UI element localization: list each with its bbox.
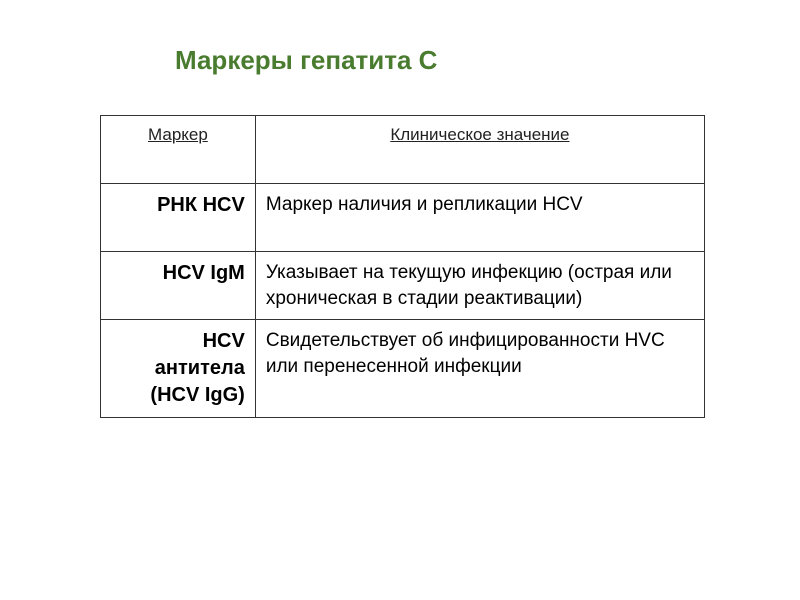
marker-cell: HCV IgM — [101, 252, 256, 320]
marker-cell: HCV антитела (HCV IgG) — [101, 320, 256, 418]
meaning-cell: Свидетельствует об инфицированности HVC … — [255, 320, 704, 418]
meaning-cell: Маркер наличия и репликации HCV — [255, 184, 704, 252]
meaning-cell: Указывает на текущую инфекцию (острая ил… — [255, 252, 704, 320]
table-row: HCV IgM Указывает на текущую инфекцию (о… — [101, 252, 705, 320]
header-meaning: Клиническое значение — [255, 116, 704, 184]
marker-cell: РНК HCV — [101, 184, 256, 252]
table-row: HCV антитела (HCV IgG) Свидетельствует о… — [101, 320, 705, 418]
header-marker: Маркер — [101, 116, 256, 184]
table-row: РНК HCV Маркер наличия и репликации HCV — [101, 184, 705, 252]
table-header-row: Маркер Клиническое значение — [101, 116, 705, 184]
markers-table: Маркер Клиническое значение РНК HCV Марк… — [100, 115, 705, 418]
page-title: Маркеры гепатита С — [175, 45, 437, 76]
markers-table-container: Маркер Клиническое значение РНК HCV Марк… — [100, 115, 705, 418]
